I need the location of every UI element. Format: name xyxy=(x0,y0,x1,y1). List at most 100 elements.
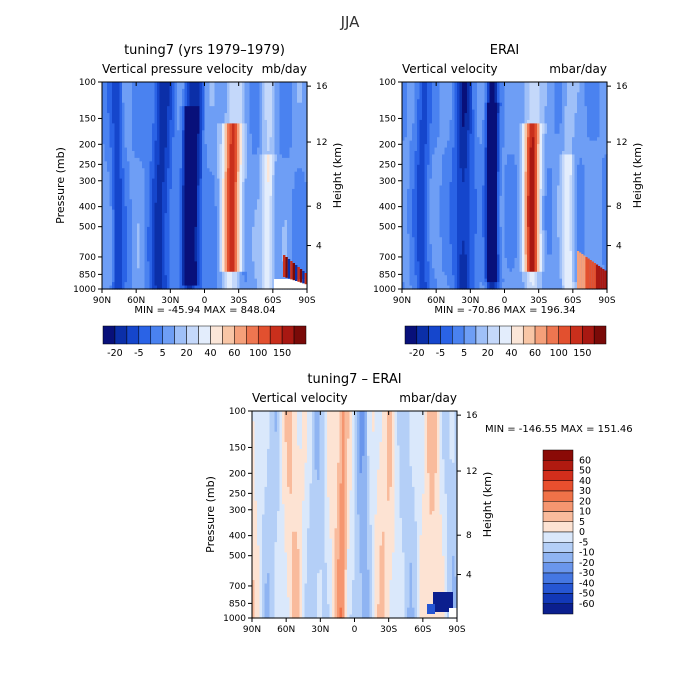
contour-cell xyxy=(222,123,226,180)
y-tick-label: 400 xyxy=(79,203,96,213)
contour-cell xyxy=(257,199,261,290)
colorbar-box xyxy=(542,583,574,594)
contour-cell xyxy=(344,569,348,619)
contour-cell xyxy=(197,106,201,135)
colorbar-box xyxy=(452,325,465,345)
panel-p3: tuning7 – ERAI Vertical velocity mbar/day 9… xyxy=(204,372,633,635)
contour-cell xyxy=(337,411,341,464)
colorbar-box xyxy=(428,325,441,345)
contour-cell xyxy=(339,411,343,485)
y-tick-label: 150 xyxy=(229,443,246,453)
y-tick-label: 400 xyxy=(229,532,246,542)
left-label: Vertical velocity xyxy=(252,391,348,405)
colorbar-box xyxy=(440,325,453,345)
contour-cell xyxy=(129,199,133,290)
contour-cell xyxy=(142,168,146,290)
contour-cell xyxy=(224,123,228,173)
y-right-tick-label: 4 xyxy=(316,242,322,252)
contour-cell xyxy=(282,504,286,619)
colorbar-box xyxy=(114,325,128,345)
contour-cell xyxy=(239,271,243,290)
colorbar-box xyxy=(293,325,307,345)
contour-cell xyxy=(447,140,451,287)
figure-title: JJA xyxy=(340,13,361,31)
contour-cell xyxy=(379,411,383,443)
contour-cell xyxy=(584,82,588,107)
contour-cell xyxy=(284,268,288,290)
contour-cell xyxy=(349,614,353,619)
contour-cell xyxy=(379,442,383,547)
contour-cell xyxy=(392,552,396,619)
colorbar-box xyxy=(542,490,574,502)
y-tick-label: 700 xyxy=(229,582,246,592)
contour-cell xyxy=(312,411,316,619)
contour-cell xyxy=(407,607,411,619)
contour-cell xyxy=(342,411,346,619)
contour-cell xyxy=(169,188,173,290)
colorbar: -20 -5 5 20 40 60 100 150 xyxy=(102,325,307,359)
contour-cell xyxy=(439,411,443,516)
polar-extreme-cell xyxy=(581,254,584,289)
contour-cell xyxy=(544,82,548,107)
colorbar-box xyxy=(522,325,536,345)
contour-cell xyxy=(284,411,288,443)
contour-cell xyxy=(194,285,198,290)
contour-cell xyxy=(124,82,128,149)
contour-cell xyxy=(267,182,271,290)
contour-cell xyxy=(287,411,291,488)
contour-cell xyxy=(489,82,493,283)
contour-cell xyxy=(527,271,531,290)
contour-cell xyxy=(274,82,278,156)
contour-cell xyxy=(179,168,183,290)
contour-cell xyxy=(429,244,433,290)
contour-cell xyxy=(604,154,608,273)
contour-cell xyxy=(569,251,573,290)
contour-cell xyxy=(254,411,258,502)
contour-cell xyxy=(422,82,426,290)
contour-cell xyxy=(269,411,273,619)
contour-cell xyxy=(419,119,423,290)
contour-cell xyxy=(152,178,156,290)
contour-cell xyxy=(187,106,191,287)
contour-cell xyxy=(257,82,261,149)
contour-cell xyxy=(297,102,301,169)
contour-cell xyxy=(437,82,441,138)
contour-cell xyxy=(494,82,498,104)
contour-cell xyxy=(569,82,573,156)
contour-cell xyxy=(344,411,348,571)
contour-cell xyxy=(467,130,471,290)
colorbar-box xyxy=(558,325,571,345)
contour-cell xyxy=(459,82,463,169)
contour-cell xyxy=(474,82,478,190)
colorbar-box xyxy=(499,325,512,345)
contour-cell xyxy=(299,411,303,450)
contour-cell xyxy=(252,411,256,422)
contour-cell xyxy=(447,411,451,619)
polar-extreme-cell xyxy=(604,270,607,289)
contour-cell xyxy=(234,123,238,183)
contour-cell xyxy=(469,82,473,135)
contour-cell xyxy=(464,82,468,114)
contour-cell xyxy=(464,254,468,290)
contour-cell xyxy=(304,462,308,585)
contour-cell xyxy=(539,188,543,235)
contour-cell xyxy=(244,82,248,124)
contour-cell xyxy=(547,82,551,169)
contour-cell xyxy=(129,82,133,200)
colorbar-box xyxy=(542,572,574,584)
contour-cell xyxy=(562,82,566,152)
contour-cell xyxy=(529,147,533,273)
contour-cell xyxy=(139,161,143,290)
contour-cell xyxy=(122,168,126,290)
colorbar-label: -20 xyxy=(409,348,425,359)
contour-cell xyxy=(262,82,266,156)
y-tick-label: 200 xyxy=(379,140,396,150)
contour-cell xyxy=(374,411,378,516)
x-tick-label: 30S xyxy=(530,296,547,306)
contour-cell xyxy=(357,514,361,619)
contour-cell xyxy=(327,604,331,619)
contour-cell xyxy=(524,82,528,124)
contour-cell xyxy=(207,82,211,169)
contour-cell xyxy=(449,82,453,121)
contour-cell xyxy=(282,226,286,262)
